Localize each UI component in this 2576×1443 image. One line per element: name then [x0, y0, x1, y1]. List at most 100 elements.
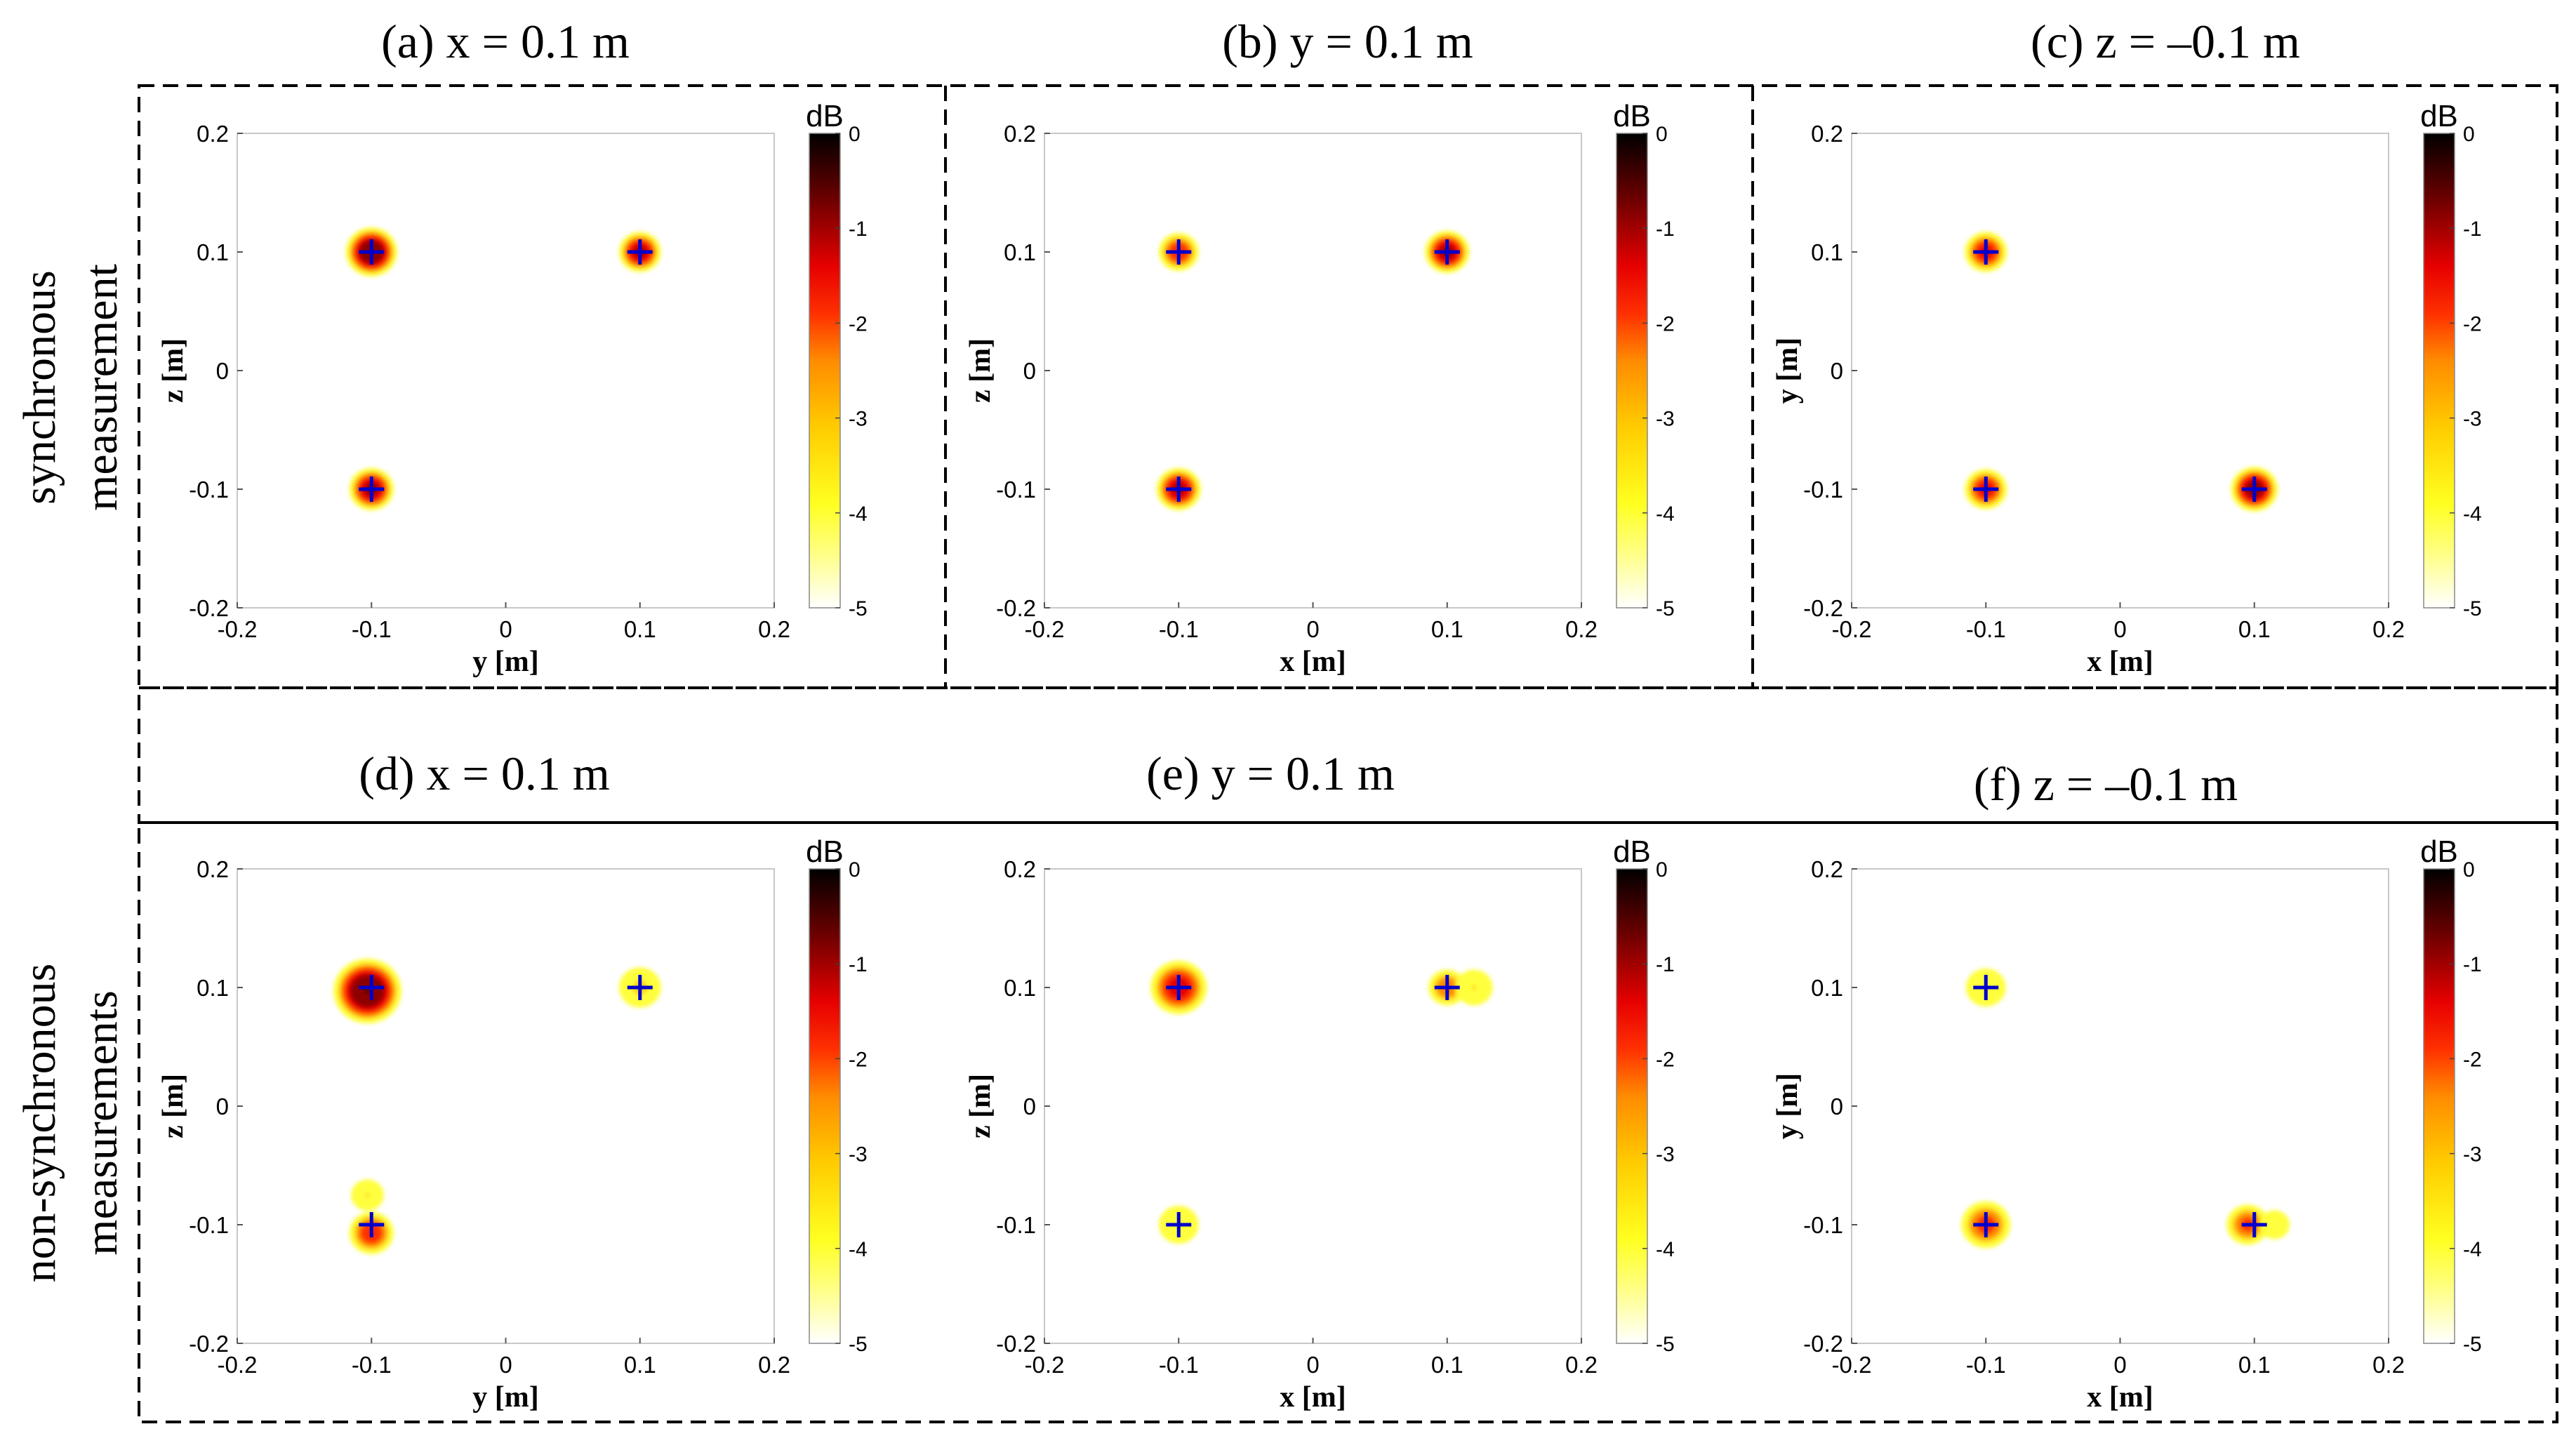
- panel-e-colorbar-tick-label: -5: [1656, 1333, 1675, 1356]
- panel-b-xtick-label: 0.1: [1431, 616, 1463, 642]
- panel-b-marker-1: [1166, 239, 1192, 265]
- panel-a: -0.2 -0.1 0 0.1 0.2 0.2 0.1 0 -0.1 -0.2 y [m] z [m]…: [157, 99, 868, 678]
- panel-d-source-1-level: [365, 989, 370, 994]
- dashed-frames: [138, 84, 2558, 1423]
- panel-f-ytick-label: -0.2: [1803, 1331, 1843, 1357]
- panel-e-colorbar-tick-label: -1: [1656, 953, 1675, 976]
- panel-b-xlabel: x [m]: [1280, 646, 1346, 678]
- panel-e-xtick-label: 0: [1306, 1352, 1319, 1378]
- panel-e-plot-area: [1044, 868, 1582, 1344]
- panel-c-ytick-label: -0.2: [1803, 595, 1843, 621]
- row-label-1: synchronous measurement: [14, 264, 127, 511]
- panel-e-ytick-label: -0.1: [996, 1212, 1036, 1238]
- panel-f-colorbar: [2423, 868, 2455, 1344]
- panel-b-marker-3: [1166, 477, 1192, 502]
- panel-c-ytick-label: 0: [1831, 358, 1843, 384]
- panel-c-colorbar-tick-label: -4: [2463, 503, 2482, 526]
- panel-e-marker-1: [1166, 975, 1192, 1000]
- panel-b-marker-2: [1434, 239, 1460, 265]
- panel-d-marker-1: [359, 975, 385, 1000]
- panel-d-ytick-label: -0.2: [189, 1331, 229, 1357]
- panel-a-colorbar-label: dB: [806, 99, 844, 133]
- panel-d-source-4: [351, 1179, 384, 1211]
- panel-f-xtick-label: 0.1: [2238, 1352, 2271, 1378]
- panel-c-ytick-label: 0.1: [1811, 239, 1843, 265]
- panel-b-colorbar-tick-label: -5: [1656, 597, 1675, 620]
- panel-a-xtick-label: 0.1: [624, 616, 656, 642]
- panel-f-colorbar-tick-label: 0: [2463, 858, 2475, 882]
- panel-d: -0.2 -0.1 0 0.1 0.2 0.2 0.1 0 -0.1 -0.2 y [m] z [m]…: [157, 834, 868, 1414]
- panel-e-colorbar-label: dB: [1613, 834, 1651, 869]
- panel-a-colorbar-tick-label: -4: [849, 503, 868, 526]
- panel-e-ytick-label: -0.2: [996, 1331, 1036, 1357]
- panel-c-ytick-label: -0.1: [1803, 477, 1843, 503]
- panel-a-ytick-label: -0.1: [189, 477, 229, 503]
- row-label-2-line2: measurements: [76, 990, 127, 1256]
- panel-titles: (a) x = 0.1 m (b) y = 0.1 m (c) z = ‒0.1…: [359, 15, 2300, 811]
- panel-e-colorbar-tick-label: -3: [1656, 1143, 1675, 1166]
- panel-f-title: (f) z = ‒0.1 m: [1974, 757, 2238, 811]
- row-label-2-line1: non-synchronous: [14, 964, 65, 1283]
- panel-a-marker-3: [359, 477, 385, 502]
- panel-e-xtick-label: 0.2: [1565, 1352, 1598, 1378]
- panel-b-colorbar-tick-label: -3: [1656, 408, 1675, 431]
- panel-d-source-1: [333, 958, 402, 1024]
- panel-f-colorbar-tick-label: -4: [2463, 1238, 2482, 1261]
- panel-d-colorbar-tick-label: 0: [849, 858, 861, 882]
- panel-b-ytick-label: 0.1: [1004, 239, 1036, 265]
- panel-b-colorbar-label: dB: [1613, 99, 1651, 133]
- panel-c-colorbar-tick-label: -2: [2463, 312, 2482, 335]
- panel-a-xtick-label: -0.2: [218, 616, 258, 642]
- panel-a-xtick-label: -0.1: [352, 616, 392, 642]
- panel-e-source-1: [1150, 960, 1207, 1015]
- panel-c-colorbar-label: dB: [2420, 99, 2458, 133]
- panel-a-xtick-label: 0.2: [758, 616, 790, 642]
- panel-e-source-3-level: [1471, 985, 1477, 990]
- panel-e-ytick-label: 0.2: [1004, 856, 1036, 882]
- panel-b-ytick-label: 0: [1023, 358, 1036, 384]
- panel-d-colorbar-tick-label: -3: [849, 1143, 868, 1166]
- panel-c-ylabel: y [m]: [1772, 338, 1804, 404]
- panel-f: -0.2 -0.1 0 0.1 0.2 0.2 0.1 0 -0.1 -0.2 x [m] y [m]…: [1772, 834, 2482, 1414]
- panel-e-colorbar-tick-label: -2: [1656, 1048, 1675, 1071]
- panel-d-xtick-label: -0.1: [352, 1352, 392, 1378]
- panel-f-ytick-label: 0.2: [1811, 856, 1843, 882]
- panel-e-colorbar-tick-label: 0: [1656, 858, 1668, 882]
- panel-e-xtick-label: 0.1: [1431, 1352, 1463, 1378]
- panel-f-xtick-label: 0: [2113, 1352, 2126, 1378]
- panel-e-marker-3: [1166, 1212, 1192, 1237]
- panel-a-title: (a) x = 0.1 m: [381, 15, 630, 68]
- panel-c-colorbar: [2423, 133, 2455, 609]
- panel-d-xtick-label: 0: [499, 1352, 512, 1378]
- panel-f-marker-2: [1973, 1212, 1999, 1237]
- panel-a-ytick-label: 0: [216, 358, 229, 384]
- panel-a-colorbar-tick-label: -1: [849, 218, 868, 241]
- panel-d-ytick-label: 0: [216, 1093, 229, 1119]
- panel-f-xlabel: x [m]: [2087, 1381, 2153, 1414]
- panel-c-plot-area: [1851, 133, 2389, 609]
- panel-d-xtick-label: -0.2: [218, 1352, 258, 1378]
- panel-d-colorbar-tick-label: -5: [849, 1333, 868, 1356]
- panel-a-colorbar-tick-label: -5: [849, 597, 868, 620]
- panel-b-colorbar-tick-label: -4: [1656, 503, 1675, 526]
- panel-d-marker-2: [627, 975, 653, 1000]
- panel-d-source-4-level: [365, 1192, 370, 1197]
- panel-a-marker-2: [627, 239, 653, 265]
- panel-e-xtick-label: -0.1: [1159, 1352, 1199, 1378]
- panel-e-source-3: [1455, 969, 1493, 1006]
- panel-f-colorbar-label: dB: [2420, 834, 2458, 869]
- panel-c-marker-2: [1973, 477, 1999, 502]
- panel-a-ylabel: z [m]: [157, 338, 190, 403]
- panel-c-ytick-label: 0.2: [1811, 121, 1843, 147]
- frame-row2: [138, 821, 2558, 1423]
- panel-c-colorbar-tick-label: -5: [2463, 597, 2482, 620]
- panel-d-title: (d) x = 0.1 m: [359, 747, 610, 800]
- panel-f-marker-1: [1973, 975, 1999, 1000]
- panels: -0.2 -0.1 0 0.1 0.2 0.2 0.1 0 -0.1 -0.2 y [m] z [m]…: [157, 99, 2482, 1414]
- panel-c-xtick-label: 0.2: [2372, 616, 2405, 642]
- panel-e-title: (e) y = 0.1 m: [1146, 747, 1395, 800]
- panel-a-ytick-label: -0.2: [189, 595, 229, 621]
- panel-b-colorbar: [1616, 133, 1648, 609]
- panel-e-xtick-label: -0.2: [1025, 1352, 1065, 1378]
